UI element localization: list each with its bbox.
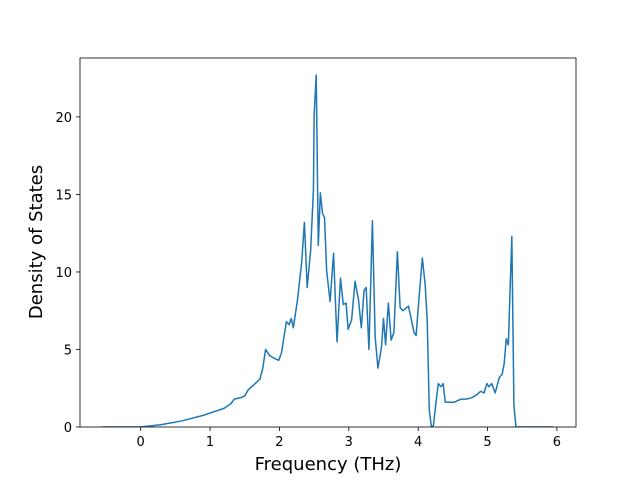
y-tick-label: 20 — [55, 111, 72, 126]
x-tick-label: 5 — [483, 435, 491, 450]
y-tick-label: 15 — [55, 188, 72, 203]
x-tick-label: 6 — [553, 435, 561, 450]
x-tick-label: 0 — [137, 435, 145, 450]
data-line — [102, 74, 554, 427]
x-axis-label: Frequency (THz) — [255, 454, 402, 475]
y-tick-label: 0 — [64, 421, 72, 436]
x-tick-label: 2 — [275, 435, 283, 450]
y-axis-label: Density of States — [26, 165, 47, 319]
plot-frame — [79, 57, 577, 428]
y-tick-label: 5 — [64, 343, 72, 358]
y-tick-label: 10 — [55, 266, 72, 281]
x-tick-label: 1 — [206, 435, 214, 450]
x-tick-label: 3 — [345, 435, 353, 450]
x-tick-label: 4 — [414, 435, 422, 450]
